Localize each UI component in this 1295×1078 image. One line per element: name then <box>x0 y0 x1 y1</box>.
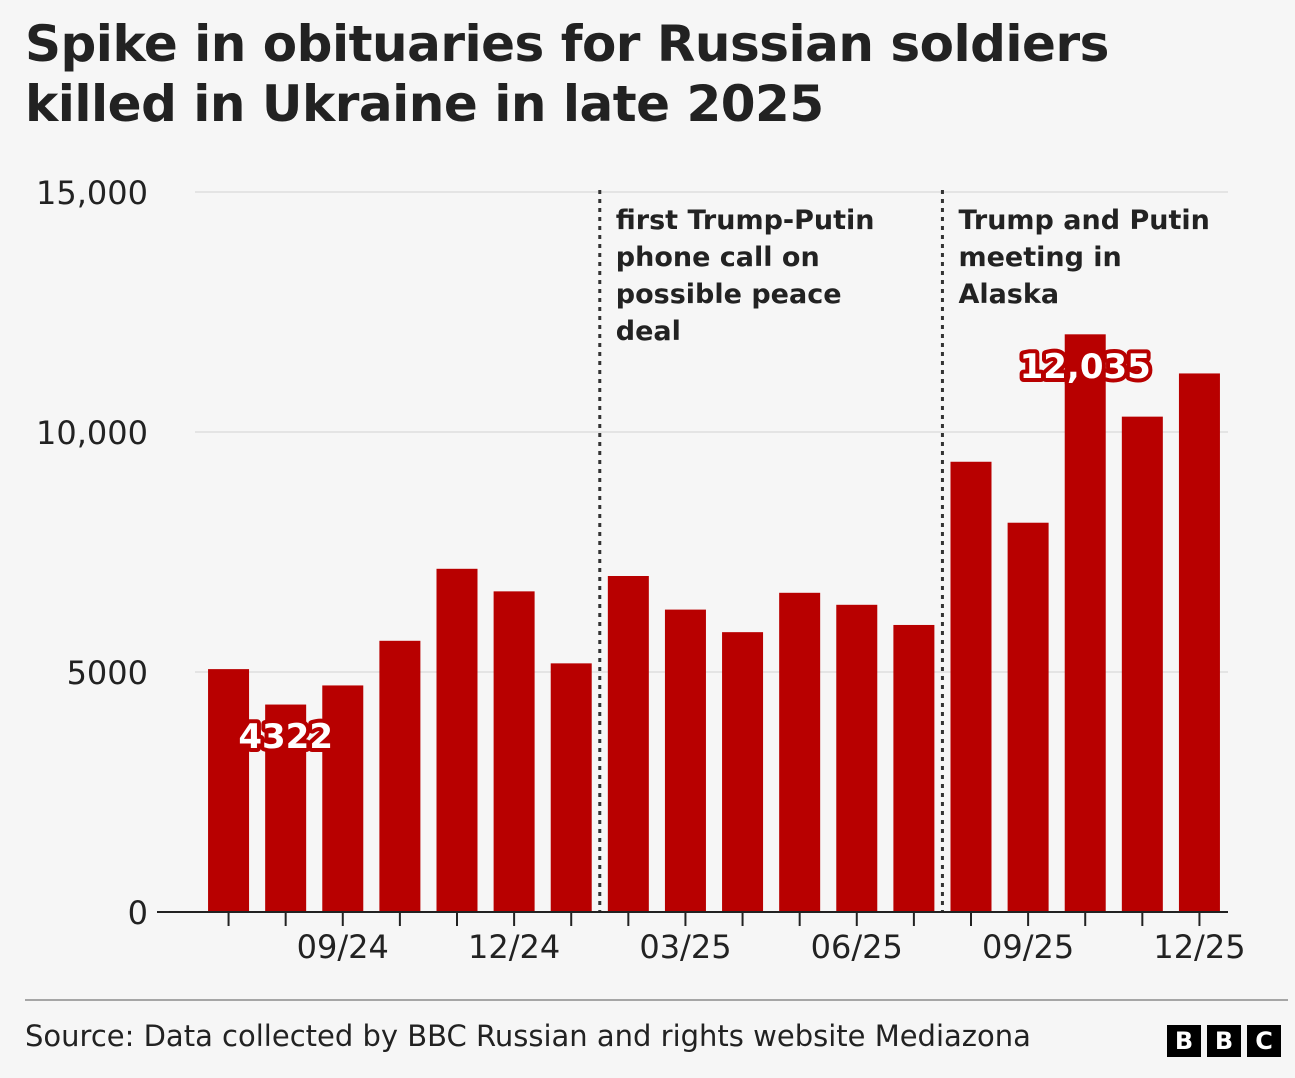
bar <box>1007 522 1049 912</box>
bar <box>607 576 649 912</box>
axes: 0 5000 10,000 15,000 09/24 12/24 03/25 06/25 09/… <box>36 174 1246 966</box>
logo-letter: B <box>1167 1025 1201 1057</box>
bar <box>893 624 935 912</box>
x-tick-label: 12/25 <box>1153 928 1245 966</box>
logo-letter: C <box>1247 1025 1281 1057</box>
data-label: 12,035 <box>1020 347 1151 387</box>
bar <box>265 704 307 912</box>
annotation-text: Trump and Putin meeting in Alaska <box>958 205 1209 310</box>
bar <box>664 609 706 912</box>
y-tick-label: 15,000 <box>36 174 148 212</box>
source-divider <box>25 999 1288 1001</box>
bbc-logo: B B C <box>1167 1025 1281 1057</box>
annotation-text-line: Trump and Putin <box>958 205 1209 236</box>
bar <box>322 685 364 912</box>
bar <box>208 669 250 912</box>
annotation-text-line: phone call on <box>616 242 820 273</box>
chart-title: Spike in obituaries for Russian soldiers… <box>25 15 1109 133</box>
source-note: Source: Data collected by BBC Russian an… <box>25 1019 1031 1053</box>
bar <box>950 461 992 912</box>
data-labels: 4322 12,035 <box>234 343 1154 761</box>
annotations: first Trump-Putin phone call on possible p… <box>598 190 1210 912</box>
annotation-text-line: meeting in <box>958 242 1121 273</box>
y-tick-label: 10,000 <box>36 414 148 452</box>
x-tick-label: 12/24 <box>468 928 560 966</box>
bar-chart: first Trump-Putin phone call on possible p… <box>36 174 1246 966</box>
bar <box>379 640 421 912</box>
bar <box>779 592 821 912</box>
bars <box>208 334 1220 912</box>
annotation-text: first Trump-Putin phone call on possible p… <box>616 205 875 347</box>
x-tick-label: 06/25 <box>811 928 903 966</box>
x-tick-label: 09/25 <box>982 928 1074 966</box>
gridlines <box>195 191 1228 673</box>
bar <box>1064 334 1106 912</box>
bar <box>1178 373 1220 912</box>
x-tick-label: 09/24 <box>297 928 389 966</box>
annotation-text-line: deal <box>616 316 681 347</box>
y-tick-label: 5000 <box>67 654 148 692</box>
logo-letter: B <box>1207 1025 1241 1057</box>
bar <box>436 568 478 912</box>
bar <box>550 663 592 912</box>
annotation-text-line: Alaska <box>958 279 1059 310</box>
annotation-text-line: first Trump-Putin <box>616 205 875 236</box>
y-tick-label: 0 <box>128 894 148 932</box>
bar <box>722 632 764 912</box>
annotation-text-line: possible peace <box>616 279 842 310</box>
bar <box>1121 416 1163 912</box>
data-label: 4322 <box>238 717 333 757</box>
bar <box>836 604 878 912</box>
x-tick-label: 03/25 <box>639 928 731 966</box>
bar <box>493 591 535 912</box>
